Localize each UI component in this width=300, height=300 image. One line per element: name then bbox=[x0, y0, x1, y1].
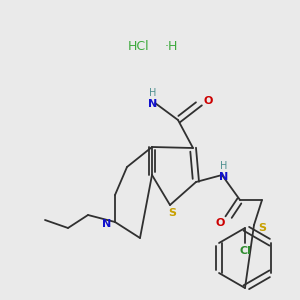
Text: S: S bbox=[168, 208, 176, 218]
Text: H: H bbox=[149, 88, 157, 98]
Text: N: N bbox=[148, 99, 158, 109]
Text: S: S bbox=[258, 223, 266, 233]
Text: ·H: ·H bbox=[165, 40, 178, 53]
Text: N: N bbox=[219, 172, 229, 182]
Text: HCl: HCl bbox=[128, 40, 150, 53]
Text: Cl: Cl bbox=[239, 246, 251, 256]
Text: O: O bbox=[203, 96, 213, 106]
Text: H: H bbox=[220, 161, 228, 171]
Text: O: O bbox=[215, 218, 225, 228]
Text: N: N bbox=[102, 219, 112, 229]
